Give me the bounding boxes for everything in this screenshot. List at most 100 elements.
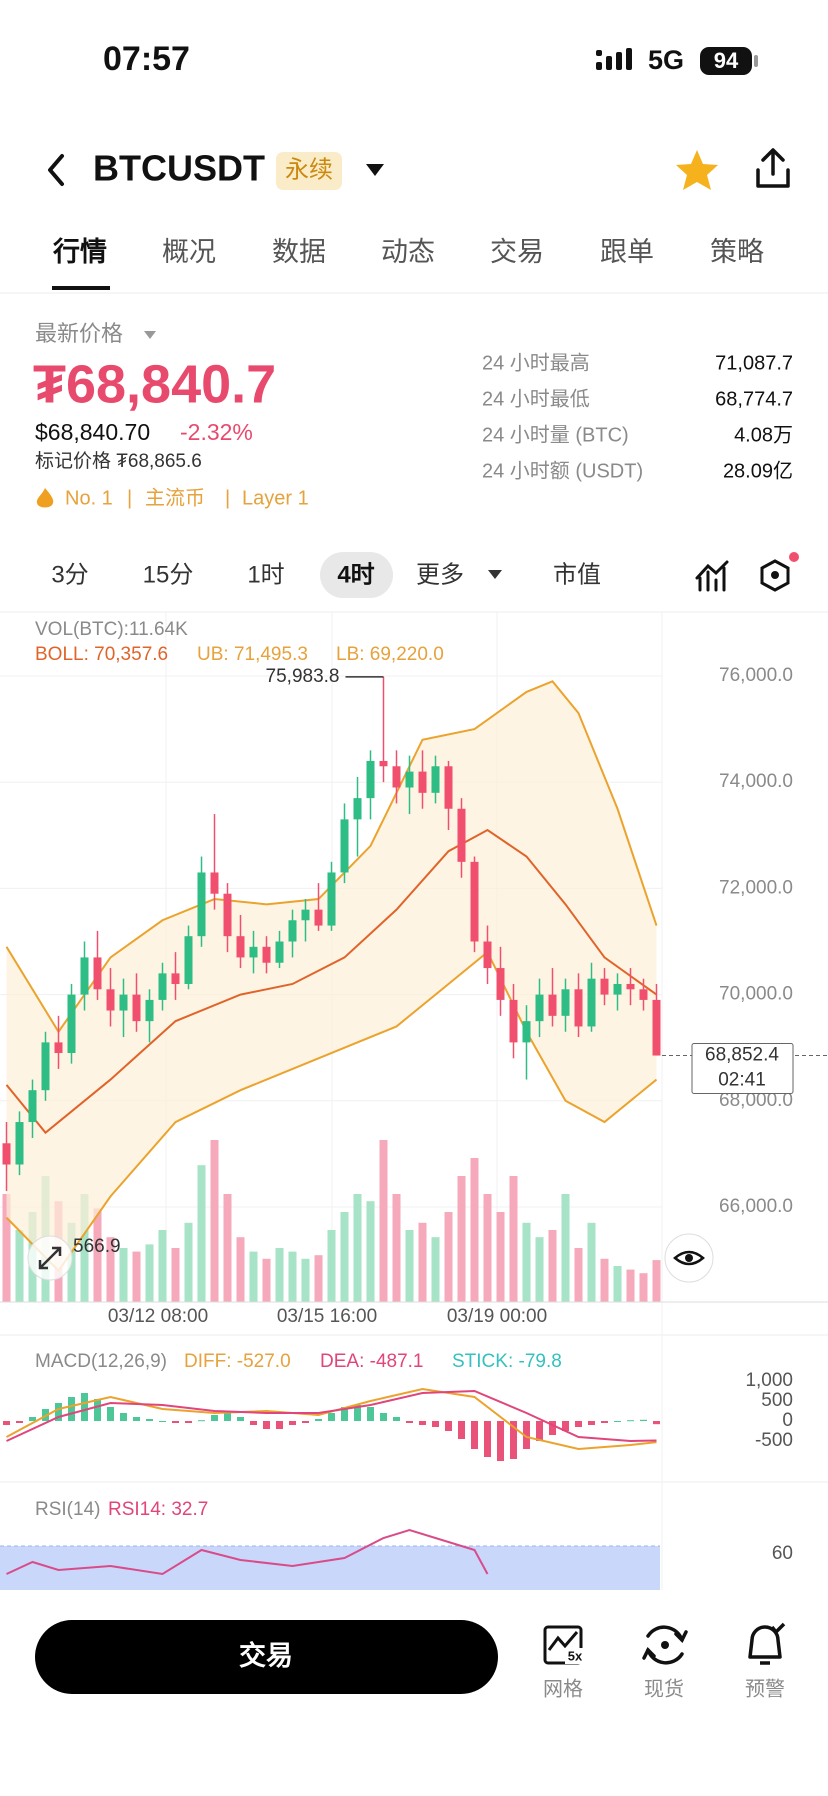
- candle-body: [509, 999, 518, 1043]
- candle-body: [522, 1021, 531, 1043]
- candle-body: [626, 983, 635, 990]
- volume-bar: [327, 1230, 336, 1302]
- tab[interactable]: 概况: [162, 237, 216, 267]
- volume-bar: [457, 1176, 466, 1302]
- tab[interactable]: 行情: [52, 236, 107, 267]
- macd-bar: [562, 1421, 569, 1431]
- candle-body: [93, 957, 102, 990]
- battery: [700, 47, 752, 75]
- candle-body: [652, 999, 661, 1056]
- candle-body: [444, 766, 453, 809]
- volume-bar: [613, 1266, 622, 1302]
- interval[interactable]: 更多: [416, 561, 464, 588]
- tab[interactable]: 交易: [490, 237, 544, 267]
- volume-bar: [639, 1273, 648, 1302]
- price-label: 最新价格: [35, 321, 123, 346]
- candle-body: [41, 1042, 50, 1091]
- interval[interactable]: 4时: [337, 561, 374, 588]
- y-tick-label: 0: [782, 1410, 793, 1431]
- candle-body: [535, 994, 544, 1022]
- macd-bar: [250, 1421, 257, 1425]
- ub-label: UB: 71,495.3: [197, 644, 308, 665]
- boll-lower: [5, 950, 658, 1273]
- volume-bar: [197, 1165, 206, 1302]
- spot-icon[interactable]: [642, 1625, 688, 1665]
- volume-bar: [301, 1258, 310, 1302]
- separator: |: [225, 487, 230, 509]
- candle-body: [28, 1090, 37, 1123]
- volume-bar: [119, 1248, 128, 1302]
- interval[interactable]: 3分: [51, 561, 88, 588]
- volume-bar: [600, 1258, 609, 1302]
- macd-bar: [172, 1421, 179, 1423]
- tab[interactable]: 数据: [272, 237, 326, 267]
- candle-body: [15, 1122, 24, 1165]
- back-button[interactable]: [48, 154, 64, 186]
- stat-label: 24 小时额 (USDT): [482, 459, 643, 482]
- share-button[interactable]: [756, 148, 790, 188]
- volume-bar: [470, 1158, 479, 1302]
- volume-bar: [314, 1255, 323, 1302]
- candle-body: [262, 946, 271, 963]
- macd-bar: [211, 1415, 218, 1421]
- tab[interactable]: 动态: [381, 237, 435, 267]
- volume-bar: [158, 1230, 167, 1302]
- volume-bar: [392, 1194, 401, 1302]
- tag-bg: [276, 152, 342, 190]
- price-dropdown[interactable]: [144, 331, 156, 339]
- volume-bar: [15, 1230, 24, 1302]
- interval[interactable]: 市值: [553, 561, 601, 588]
- trade-button[interactable]: [35, 1620, 498, 1694]
- tool-label: 网格: [543, 1677, 583, 1700]
- settings-button[interactable]: [760, 559, 790, 592]
- candle-body: [600, 978, 609, 995]
- separator: |: [127, 487, 132, 509]
- macd-bar: [575, 1421, 582, 1427]
- tool-label: 预警: [745, 1677, 785, 1700]
- candle-body: [405, 771, 414, 788]
- macd-bar: [94, 1399, 101, 1421]
- countdown: 02:41: [718, 1070, 766, 1091]
- indicator-button[interactable]: [695, 560, 729, 592]
- volume-bar: [587, 1222, 596, 1302]
- tab[interactable]: 跟单: [600, 237, 654, 267]
- symbol: BTCUSDT: [93, 148, 265, 189]
- active-interval-bg: [320, 552, 393, 598]
- macd-bar: [29, 1417, 36, 1421]
- favorite-star[interactable]: [676, 150, 718, 190]
- x-tick-label: 03/19 00:00: [447, 1306, 547, 1327]
- rsi-label: RSI(14): [35, 1499, 100, 1520]
- macd-bar: [185, 1421, 192, 1423]
- macd-bar: [419, 1421, 426, 1425]
- volume-bar: [262, 1258, 271, 1302]
- volume-bar: [418, 1222, 427, 1302]
- tab[interactable]: 策略: [710, 237, 764, 267]
- volume-bar: [132, 1251, 141, 1302]
- volume-bar: [496, 1212, 505, 1302]
- usd-price: $68,840.70: [35, 419, 150, 445]
- macd-bar: [224, 1411, 231, 1421]
- alert-icon[interactable]: [748, 1622, 786, 1665]
- macd-bar: [315, 1419, 322, 1421]
- boll-mid: [5, 828, 658, 1135]
- grid-icon[interactable]: [543, 1625, 583, 1665]
- symbol-dropdown[interactable]: [366, 164, 384, 176]
- macd-label: MACD(12,26,9): [35, 1351, 167, 1372]
- candle-body: [223, 893, 232, 937]
- macd-bar: [458, 1421, 465, 1439]
- candle-body: [587, 978, 596, 1027]
- y-tick-label: 66,000.0: [719, 1196, 793, 1217]
- x-tick-label: 03/15 16:00: [277, 1306, 377, 1327]
- dea-label: DEA: -487.1: [320, 1351, 424, 1372]
- network: 5G: [648, 45, 684, 75]
- interval[interactable]: 1时: [247, 561, 284, 588]
- candle-body: [613, 983, 622, 995]
- interval[interactable]: 15分: [143, 561, 194, 588]
- macd-bar: [627, 1420, 634, 1422]
- candle-body: [314, 909, 323, 926]
- volume-bar: [210, 1140, 219, 1302]
- volume-bar: [626, 1269, 635, 1302]
- macd-bar: [68, 1397, 75, 1421]
